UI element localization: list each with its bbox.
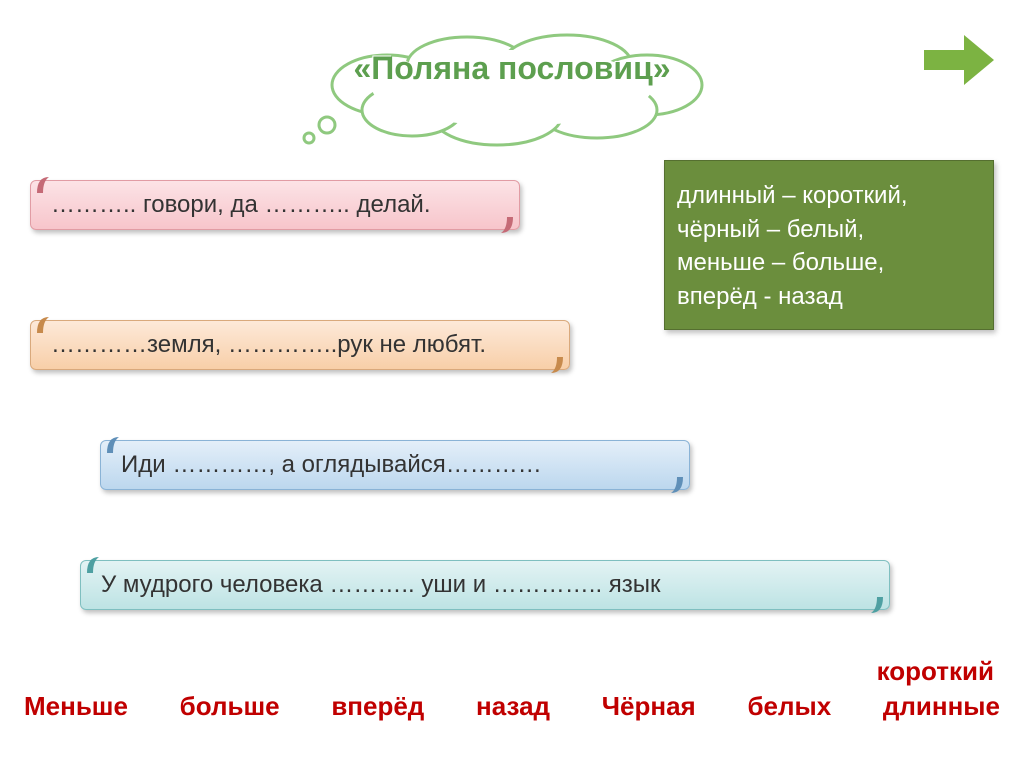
answer-word[interactable]: Чёрная <box>598 691 700 722</box>
next-arrow-icon[interactable] <box>924 35 994 85</box>
answer-word[interactable]: белых <box>743 691 835 722</box>
proverb-text-2: …………земля, …………..рук не любят. <box>51 331 486 358</box>
hint-line: вперёд - назад <box>677 280 981 314</box>
hint-box: длинный – короткий, чёрный – белый, мень… <box>664 160 994 330</box>
page-title: «Поляна пословиц» <box>353 50 670 87</box>
proverb-box-1: ……….. говори, да ……….. делай. <box>30 180 520 230</box>
hint-line: длинный – короткий, <box>677 179 981 213</box>
answer-word[interactable]: назад <box>472 691 554 722</box>
answer-word[interactable]: вперёд <box>327 691 428 722</box>
proverb-text-3: Иди …………, а оглядывайся………… <box>121 451 542 478</box>
answer-word[interactable]: больше <box>176 691 284 722</box>
answers-row: Меньше больше вперёд назад Чёрная белых … <box>20 691 1004 722</box>
proverb-box-4: У мудрого человека ……….. уши и ………….. яз… <box>80 560 890 610</box>
proverb-box-2: …………земля, …………..рук не любят. <box>30 320 570 370</box>
hint-line: чёрный – белый, <box>677 213 981 247</box>
hint-line: меньше – больше, <box>677 246 981 280</box>
proverb-box-3: Иди …………, а оглядывайся………… <box>100 440 690 490</box>
proverb-text-1: ……….. говори, да ……….. делай. <box>51 191 431 218</box>
answer-word[interactable]: Меньше <box>20 691 132 722</box>
answer-word[interactable]: длинные <box>879 691 1004 722</box>
proverb-text-4: У мудрого человека ……….. уши и ………….. яз… <box>101 571 661 598</box>
answer-word-top[interactable]: короткий <box>877 656 994 687</box>
